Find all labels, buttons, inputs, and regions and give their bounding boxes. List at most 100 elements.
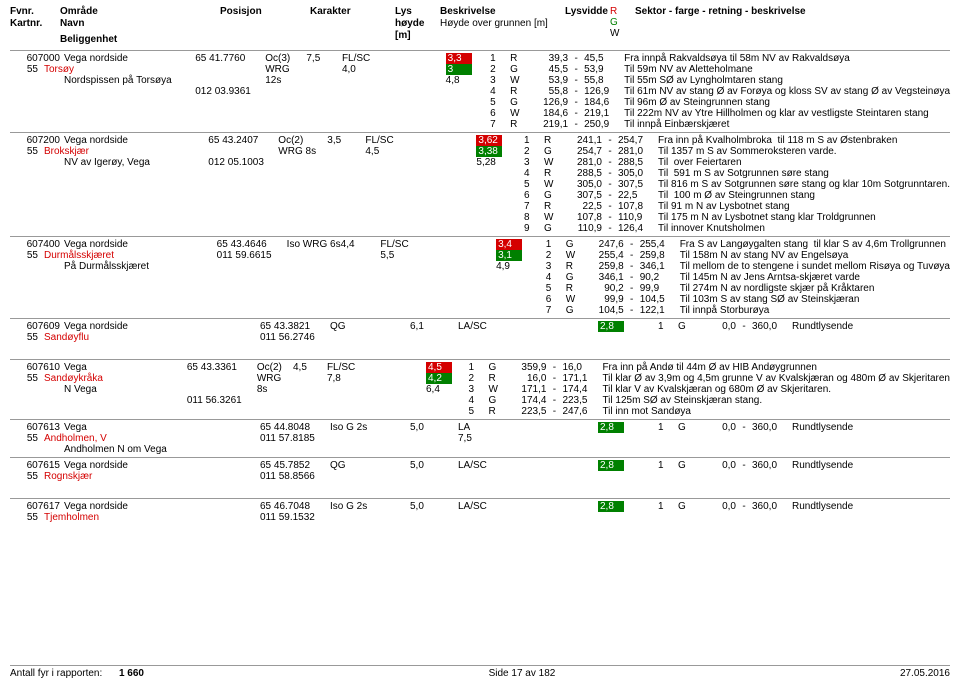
sektor-line: 8W107,8-110,9Til 175 m N av Lysbotnet st… xyxy=(524,212,950,223)
dash: - xyxy=(570,75,582,86)
hdr-kar: Karakter xyxy=(310,6,351,17)
fvnr: 607613 xyxy=(10,422,64,433)
sektor-desc: Til innpå Einbærskjæret xyxy=(624,119,950,130)
sektor-n: 1 xyxy=(658,422,676,433)
sektor-from: 174,4 xyxy=(508,395,546,406)
table-row: 607609Vega nordside55Sandøyflu65 43.3821… xyxy=(10,318,950,345)
sektor-desc: Til 591 m S av Sotgrunnen søre stang xyxy=(658,168,950,179)
sektor-c: R xyxy=(566,261,584,272)
sektor-n: 3 xyxy=(490,75,508,86)
table-row: 607615Vega nordside55Rognskjær65 45.7852… xyxy=(10,457,950,484)
lysvidde-g: 2,8 xyxy=(598,321,624,332)
sektor-line: 2G254,7-281,0Til 1357 m S av Sommerokste… xyxy=(524,146,950,157)
kartnr: 55 xyxy=(10,512,44,523)
lyshoyde: 5,0 xyxy=(410,422,458,455)
sektor-n: 5 xyxy=(546,283,564,294)
fvnr: 607200 xyxy=(10,135,64,146)
sektor-line: 5R90,2-99,9Til 274m N av nordligste skjæ… xyxy=(546,283,950,294)
dash: - xyxy=(604,135,616,146)
sektor-c: W xyxy=(566,294,584,305)
sektor-line: 3W171,1-174,4Til klar V av Kvalskjæran o… xyxy=(468,384,950,395)
sektor-from: 22,5 xyxy=(564,201,602,212)
sektor-n: 4 xyxy=(490,86,508,97)
sektor-to: 126,4 xyxy=(618,223,656,234)
hdr-sektor: Sektor - farge - retning - beskrivelse xyxy=(635,6,806,17)
sektor-from: 307,5 xyxy=(564,190,602,201)
sektor-to: 281,0 xyxy=(618,146,656,157)
lysvidde-g: 4,2 xyxy=(426,373,452,384)
fvnr: 607615 xyxy=(10,460,64,471)
omrade: Vega nordside xyxy=(64,239,128,250)
sektor-n: 1 xyxy=(546,239,564,250)
sektor-to: 254,7 xyxy=(618,135,656,146)
beliggenhet: N Vega xyxy=(64,384,97,395)
lysvidde-r: 3,62 xyxy=(476,135,502,146)
beskrivelse: LA/SC xyxy=(458,501,598,512)
sektor-c: W xyxy=(510,108,528,119)
sektor-to: 360,0 xyxy=(752,422,790,433)
beskrivelse: LA xyxy=(458,422,598,433)
sektor-line: 1G0,0-360,0Rundtlysende xyxy=(658,321,950,332)
sektor-to: 288,5 xyxy=(618,157,656,168)
sektor-c: G xyxy=(510,97,528,108)
dash: - xyxy=(570,119,582,130)
hdr-omr: Område xyxy=(60,6,98,17)
fvnr: 607617 xyxy=(10,501,64,512)
sektor-n: 5 xyxy=(490,97,508,108)
table-row: 607200Vega nordside55BrokskjærNV av Iger… xyxy=(10,132,950,236)
sektor-n: 2 xyxy=(524,146,542,157)
hdr-besk2: Høyde over grunnen [m] xyxy=(440,18,548,29)
dash: - xyxy=(738,501,750,512)
dash: - xyxy=(626,239,638,250)
sektor-c: G xyxy=(488,362,506,373)
sektor-line: 2W255,4-259,8Til 158m N av stang NV av E… xyxy=(546,250,950,261)
dash: - xyxy=(570,97,582,108)
dash: - xyxy=(626,250,638,261)
sektor-from: 241,1 xyxy=(564,135,602,146)
sektor-n: 1 xyxy=(658,460,676,471)
sektor-line: 1G0,0-360,0Rundtlysende xyxy=(658,422,950,433)
karakter: Iso WRG 6s xyxy=(287,239,341,250)
table-row: 607400Vega nordside55DurmålsskjæretPå Du… xyxy=(10,236,950,318)
sektor-list: 1G0,0-360,0Rundtlysende xyxy=(658,422,950,455)
pos2: 012 05.1003 xyxy=(208,157,327,168)
sektor-c: G xyxy=(678,460,696,471)
sektor-n: 6 xyxy=(490,108,508,119)
lysvidde-g: 2,8 xyxy=(598,422,624,433)
sektor-c: W xyxy=(544,179,562,190)
dash: - xyxy=(738,321,750,332)
hdr-lv-w: W xyxy=(610,28,619,39)
fvnr: 607000 xyxy=(10,53,64,64)
dash: - xyxy=(626,305,638,316)
dash: - xyxy=(738,460,750,471)
dash: - xyxy=(548,384,560,395)
sektor-line: 7R219,1-250,9Til innpå Einbærskjæret xyxy=(490,119,950,130)
sektor-c: W xyxy=(566,250,584,261)
sektor-c: G xyxy=(566,305,584,316)
sektor-n: 3 xyxy=(546,261,564,272)
sektor-line: 4R288,5-305,0Til 591 m S av Sotgrunnen s… xyxy=(524,168,950,179)
sektor-to: 107,8 xyxy=(618,201,656,212)
lyshoyde: 7,5 xyxy=(306,53,342,130)
pos2: 011 59.1532 xyxy=(260,512,410,523)
sektor-line: 5G126,9-184,6Til 96m Ø av Steingrunnen s… xyxy=(490,97,950,108)
sektor-to: 126,9 xyxy=(584,86,622,97)
sektor-line: 5W305,0-307,5Til 816 m S av Sotgrunnen s… xyxy=(524,179,950,190)
lysvidde-g: 2,8 xyxy=(598,460,624,471)
hdr-lys3: [m] xyxy=(395,30,411,41)
dash: - xyxy=(570,108,582,119)
sektor-line: 1G0,0-360,0Rundtlysende xyxy=(658,501,950,512)
sektor-list: 1G0,0-360,0Rundtlysende xyxy=(658,501,950,523)
sektor-to: 305,0 xyxy=(618,168,656,179)
sektor-list: 1R241,1-254,7Fra inn på Kvalholmbroka ti… xyxy=(524,135,950,234)
lysvidde-w: 5,28 xyxy=(476,157,524,168)
sektor-desc: Til 125m SØ av Steinskjæran stang. xyxy=(602,395,950,406)
sektor-c: W xyxy=(488,384,506,395)
sektor-from: 223,5 xyxy=(508,406,546,417)
table-row: 607610Vega55SandøykråkaN Vega65 43.3361O… xyxy=(10,359,950,419)
sektor-from: 107,8 xyxy=(564,212,602,223)
sektor-from: 39,3 xyxy=(530,53,568,64)
sektor-desc: Til 145m N av Jens Arntsa-skjæret varde xyxy=(680,272,950,283)
sektor-to: 346,1 xyxy=(640,261,678,272)
sektor-desc: Til 61m NV av stang Ø av Forøya og kloss… xyxy=(624,86,950,97)
